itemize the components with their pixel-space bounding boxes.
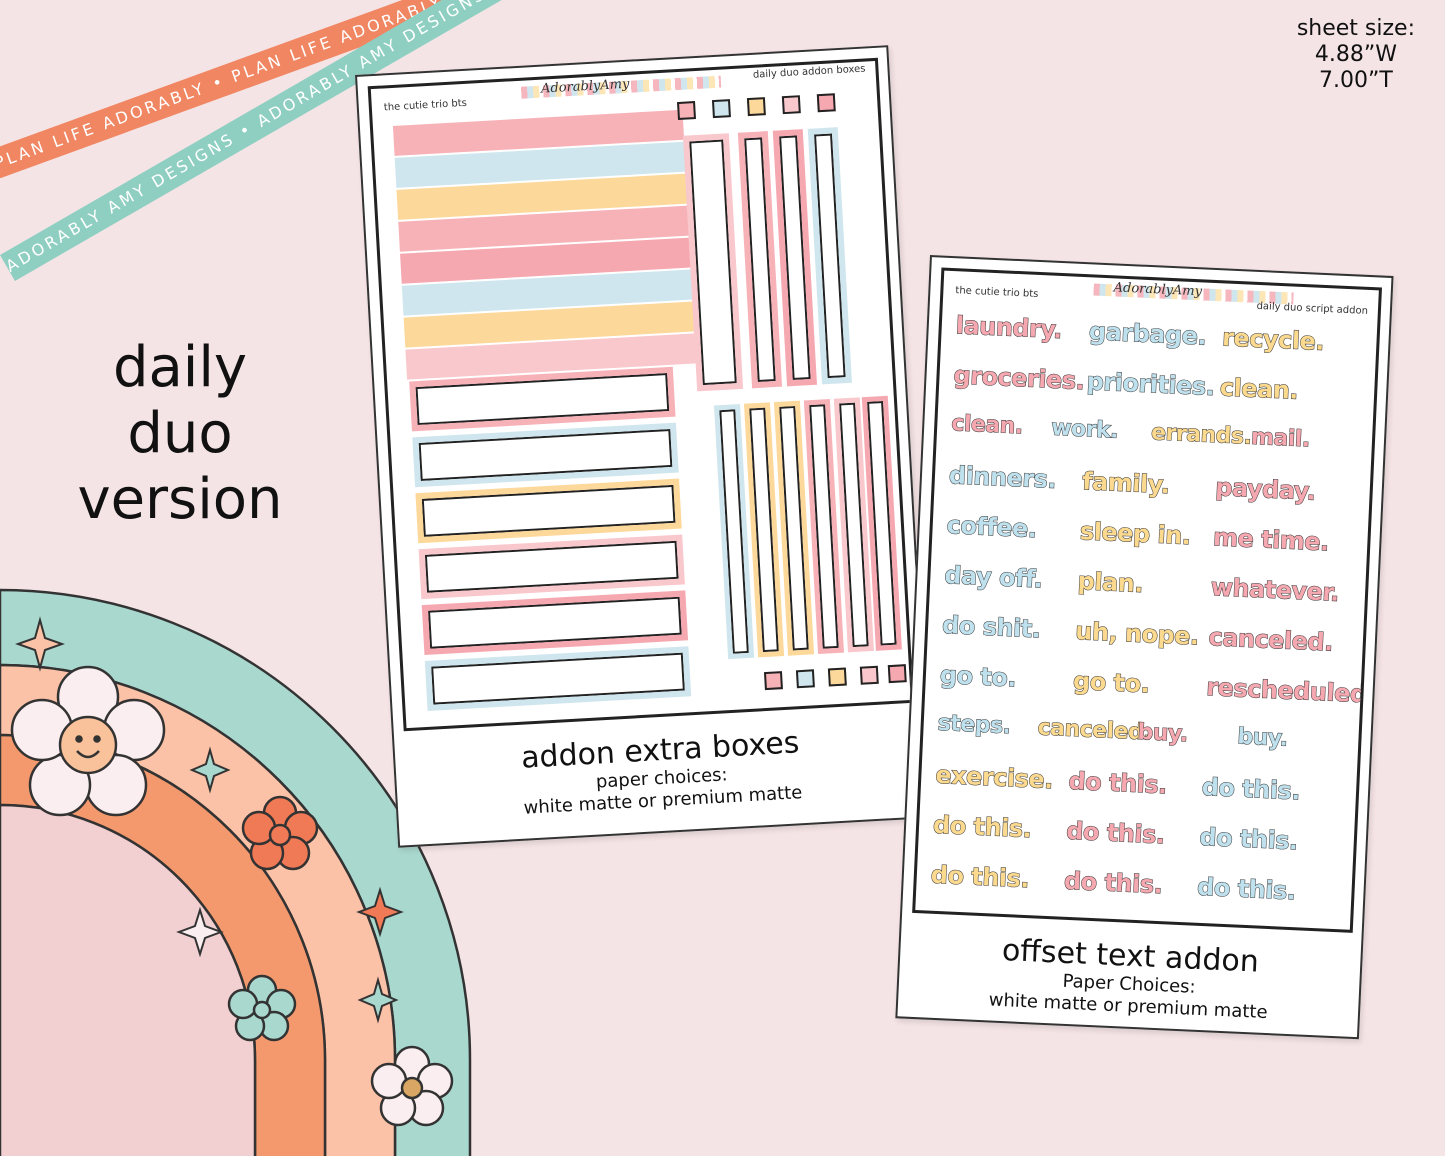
sparkle-icon [14, 616, 66, 672]
word-sticker: dinners. [948, 461, 1057, 495]
sheet-size-info: sheet size: 4.88”W 7.00”T [1297, 16, 1415, 94]
word-sticker: do this. [1201, 772, 1301, 806]
sheet-name: daily duo addon boxes [752, 63, 866, 81]
sparkle-icon [189, 746, 231, 794]
word-sticker: do this. [1196, 872, 1297, 906]
label-box [412, 420, 679, 490]
mini-square [746, 97, 766, 117]
word-sticker: buy. [1136, 719, 1189, 748]
word-sticker: do shit. [941, 610, 1041, 644]
word-sticker: canceled. [1207, 623, 1334, 658]
label-box [409, 364, 676, 434]
sheet-caption: offset text addon Paper Choices: white m… [898, 928, 1361, 1028]
mini-square [887, 664, 907, 684]
sparkle-icon [357, 976, 399, 1024]
mini-square [795, 669, 815, 689]
word-sticker: coffee. [946, 511, 1038, 544]
sheet-kit-name: the cutie trio bts [383, 97, 468, 114]
label-box [421, 588, 688, 657]
word-sticker: canceled. [1037, 715, 1153, 746]
label-box [425, 644, 691, 713]
word-sticker: buy. [1236, 724, 1289, 752]
label-box [418, 532, 685, 601]
vertical-box [710, 404, 759, 659]
word-sticker: laundry. [955, 311, 1063, 345]
brand-logo: AdorablyAmy [540, 76, 630, 97]
vertical-box [769, 400, 819, 656]
word-sticker: exercise. [934, 760, 1054, 795]
word-sticker: errands. [1150, 420, 1252, 451]
sheet-kit-name: the cutie trio bts [955, 285, 1039, 300]
word-sticker: do this. [930, 860, 1030, 894]
mini-square [677, 101, 696, 121]
vertical-box [739, 402, 789, 658]
title-line-3: version [77, 467, 283, 532]
smiley-flower-icon [10, 665, 166, 817]
vertical-box [733, 131, 787, 389]
title-line-1: daily [112, 335, 248, 400]
word-sticker: priorities. [1086, 367, 1216, 402]
addon-boxes-sheet-card: the cutie trio bts AdorablyAmy daily duo… [355, 45, 932, 848]
label-box [415, 476, 682, 546]
mini-square [827, 667, 847, 687]
mini-square [781, 95, 801, 115]
word-sticker: do this. [1065, 816, 1166, 850]
word-sticker: plan. [1077, 567, 1145, 599]
word-sticker: whatever. [1210, 573, 1340, 608]
word-sticker: go to. [1072, 666, 1150, 699]
sheet-size-label: sheet size: [1296, 16, 1415, 41]
word-sticker: rescheduled. [1205, 672, 1376, 709]
mini-square [816, 93, 836, 113]
vertical-box [799, 399, 848, 654]
script-addon-sheet: the cutie trio bts AdorablyAmy daily duo… [912, 267, 1382, 933]
word-sticker: uh, nope. [1074, 616, 1200, 651]
sheet-header: the cutie trio bts AdorablyAmy daily duo… [371, 61, 877, 115]
word-sticker: payday. [1214, 473, 1316, 507]
sparkle-icon [176, 906, 224, 958]
word-sticker: recycle. [1221, 323, 1325, 357]
word-sticker: garbage. [1088, 317, 1207, 351]
word-sticker: clean. [950, 411, 1024, 440]
sheet-caption: addon extra boxes paper choices: white m… [395, 718, 929, 826]
sheet-size-height: 7.00”T [1319, 68, 1393, 93]
word-sticker: steps. [937, 710, 1012, 740]
vertical-box [768, 129, 822, 387]
word-sticker: do this. [1063, 866, 1163, 900]
vertical-box [829, 397, 878, 653]
mini-square [711, 99, 731, 119]
word-sticker: family. [1081, 467, 1170, 500]
sheet-size-width: 4.88”W [1314, 42, 1397, 67]
word-sticker: sleep in. [1079, 517, 1192, 551]
orange-flower-icon [241, 795, 319, 871]
word-sticker: do this. [932, 810, 1032, 844]
word-sticker: groceries. [952, 361, 1085, 396]
script-addon-sheet-card: the cutie trio bts AdorablyAmy daily duo… [895, 255, 1394, 1040]
vertical-box [857, 396, 906, 651]
word-sticker: do this. [1198, 822, 1299, 856]
vertical-box [680, 133, 746, 392]
sheet-name: daily duo script addon [1256, 300, 1369, 317]
word-sticker: me time. [1212, 523, 1330, 557]
sheet-header: the cutie trio bts AdorablyAmy daily duo… [943, 271, 1379, 317]
rainbow-illustration [0, 588, 472, 1156]
title-line-2: duo [127, 401, 233, 466]
white-flower-icon [370, 1045, 454, 1127]
addon-boxes-sheet: the cutie trio bts AdorablyAmy daily duo… [367, 57, 914, 732]
word-sticker: work. [1050, 415, 1119, 444]
word-sticker: mail. [1250, 424, 1311, 453]
word-sticker: do this. [1067, 766, 1168, 800]
word-sticker: day off. [943, 561, 1043, 594]
mini-square [859, 665, 879, 685]
sparkle-icon [356, 886, 404, 938]
word-sticker: clean. [1219, 373, 1299, 406]
page-title: daily duo version [60, 335, 300, 533]
teal-flower-icon [227, 974, 297, 1042]
vertical-box [803, 127, 857, 385]
word-sticker: go to. [939, 660, 1017, 693]
mini-square [763, 671, 783, 691]
